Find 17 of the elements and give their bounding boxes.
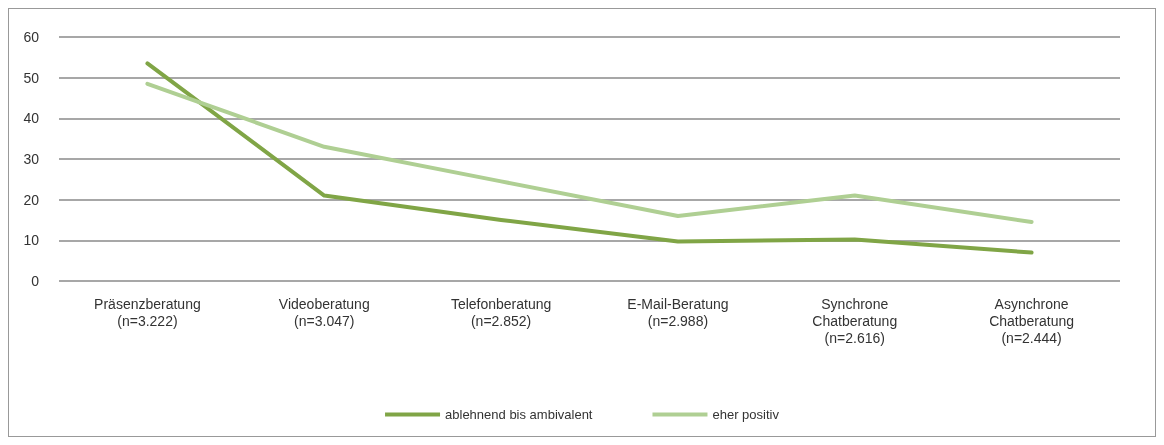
x-tick-label: Asynchrone Chatberatung (n=2.444): [989, 295, 1075, 346]
y-tick-label: 50: [23, 69, 40, 86]
y-tick-label: 0: [31, 273, 40, 289]
x-tick-label: Synchrone Chatberatung (n=2.616): [812, 295, 898, 346]
line-series: [145, 81, 1034, 225]
y-tick-label: 60: [23, 29, 40, 45]
x-tick-label: Präsenzberatung (n=3.222): [94, 295, 201, 329]
y-tick-label: 10: [23, 232, 40, 249]
y-tick-label: 30: [23, 151, 40, 167]
y-tick-label: 20: [23, 191, 40, 208]
y-tick-label: 40: [23, 110, 40, 127]
x-tick-label: E-Mail-Beratung (n=2.988): [627, 295, 729, 329]
line-series: [145, 61, 1034, 255]
legend-label: ablehnend bis ambivalent: [445, 407, 593, 422]
legend-label: eher positiv: [712, 407, 780, 422]
x-tick-label: Videoberatung (n=3.047): [278, 295, 370, 329]
x-tick-label: Telefonberatung (n=2.852): [450, 295, 552, 329]
